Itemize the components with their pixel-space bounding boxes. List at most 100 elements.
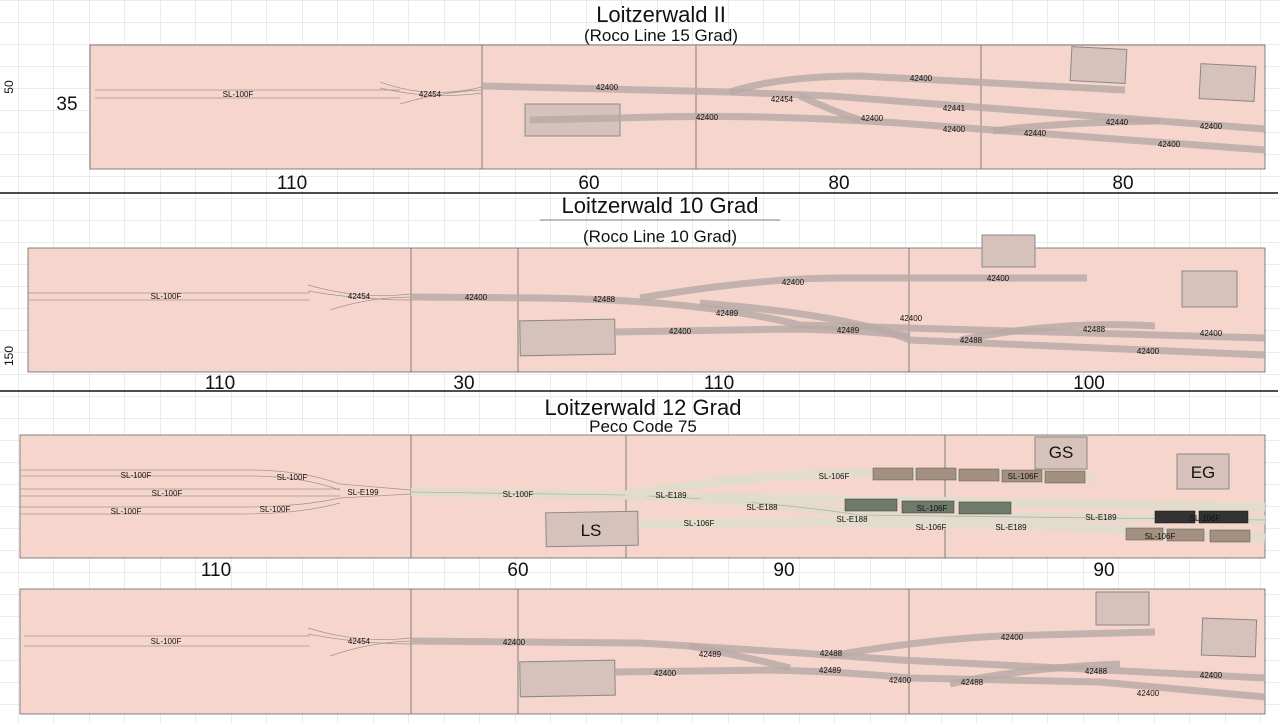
track <box>689 642 791 672</box>
track-label: SL-106F <box>684 519 715 528</box>
page-subtitle: (Roco Line 15 Grad) <box>584 26 738 45</box>
side-dimension: 150 <box>2 346 16 366</box>
track <box>529 112 1266 154</box>
module-length: 60 <box>578 173 599 194</box>
track-labels: SL-100F 42454 42400 42454 42400 42400 42… <box>223 74 1223 149</box>
track <box>614 325 911 340</box>
baseboard <box>19 588 1266 715</box>
track-label: 42400 <box>465 293 488 302</box>
panel-loitzerwald-12-grad: Loitzerwald 12 Grad Peco Code 75 GS EG L… <box>19 395 1266 581</box>
track-label: 42400 <box>782 278 805 287</box>
track-label: SL-100F <box>151 292 182 301</box>
track-label: SL-100F <box>223 90 254 99</box>
track-label: 42400 <box>654 669 677 678</box>
track-label: SL-E189 <box>1085 513 1117 522</box>
track <box>798 92 862 124</box>
panel-bottom-variant: SL-100F 42454 42400 42489 42488 42400 42… <box>19 588 1266 715</box>
track <box>20 493 412 508</box>
track <box>728 72 1126 96</box>
track-label: SL-100F <box>503 490 534 499</box>
track-label: SL-100F <box>151 637 182 646</box>
track-label: SL-106F <box>916 523 947 532</box>
track-label: SL-106F <box>917 504 948 513</box>
track-label: 42400 <box>910 74 933 83</box>
module-length: 100 <box>1073 373 1105 394</box>
building <box>981 234 1036 268</box>
track-label: 42400 <box>596 83 619 92</box>
track-labels: SL-100F 42454 42400 42488 42400 42489 42… <box>151 274 1223 356</box>
track-label: SL-E199 <box>347 488 379 497</box>
track-label: 42400 <box>943 125 966 134</box>
track-label: 42454 <box>348 292 371 301</box>
track-label: 42400 <box>1200 329 1223 338</box>
track <box>20 469 412 491</box>
wagon <box>1001 469 1043 483</box>
panel-title: Loitzerwald 10 Grad <box>562 193 759 218</box>
track-label: 42488 <box>961 678 984 687</box>
building-label: EG <box>1191 463 1216 482</box>
building <box>519 659 616 698</box>
wagon <box>1125 527 1164 541</box>
track-label: 42400 <box>889 676 912 685</box>
track-label: SL-100F <box>260 505 291 514</box>
track-label: 42400 <box>696 113 719 122</box>
track <box>624 468 1096 500</box>
track-label: 42440 <box>1024 129 1047 138</box>
track <box>95 89 400 99</box>
module-length: 110 <box>205 373 235 394</box>
track <box>949 660 1121 688</box>
building-label: LS <box>581 521 602 540</box>
track-label: 42440 <box>1106 118 1129 127</box>
track-label: SL-106F <box>819 472 850 481</box>
track <box>20 475 341 491</box>
track-label: 42488 <box>820 649 843 658</box>
track <box>410 637 1266 682</box>
building <box>1181 270 1238 308</box>
track <box>307 290 412 301</box>
track <box>329 640 412 657</box>
building <box>1069 46 1128 84</box>
building <box>1095 591 1150 626</box>
track-label: SL-E189 <box>655 491 687 500</box>
wagon <box>1044 470 1086 484</box>
track-label: 42400 <box>669 327 692 336</box>
track <box>399 89 483 105</box>
module-length: 80 <box>828 173 849 194</box>
wagon <box>958 501 1012 515</box>
track <box>20 488 340 497</box>
track-label: SL-E189 <box>995 523 1027 532</box>
wagon <box>958 468 1000 482</box>
track-label: 42454 <box>771 95 794 104</box>
side-dimension: 35 <box>56 94 77 115</box>
baseboard <box>89 44 1266 170</box>
building-ls <box>545 510 639 548</box>
track <box>329 296 412 311</box>
building-gs <box>1034 436 1088 470</box>
track-label: SL-E188 <box>836 515 868 524</box>
track-label: 42400 <box>861 114 884 123</box>
module-length: 90 <box>773 560 794 581</box>
building <box>1200 617 1258 658</box>
wagon <box>1209 529 1251 543</box>
track-label: 42488 <box>593 295 616 304</box>
rolling-stock <box>844 467 1251 543</box>
track-label: 42489 <box>837 326 860 335</box>
track-label: 42400 <box>1001 633 1024 642</box>
track-label: SL-106F <box>1145 532 1176 541</box>
track-label: 42400 <box>900 314 923 323</box>
track-label: 42488 <box>1085 667 1108 676</box>
track <box>410 293 1266 342</box>
track <box>307 627 412 640</box>
track <box>379 81 483 93</box>
wagon <box>915 467 957 481</box>
track <box>28 292 310 301</box>
panel-title: Loitzerwald 12 Grad <box>545 395 742 420</box>
track-label: 42400 <box>1137 347 1160 356</box>
track-label: SL-100F <box>111 507 142 516</box>
building <box>1198 63 1257 102</box>
module-length: 110 <box>277 173 307 194</box>
panel-loitzerwald-ii: Loitzerwald II (Roco Line 15 Grad) 50 35… <box>2 2 1266 194</box>
track <box>639 274 1087 302</box>
wagon <box>1166 528 1205 542</box>
track-label: SL-106F <box>1190 514 1221 523</box>
